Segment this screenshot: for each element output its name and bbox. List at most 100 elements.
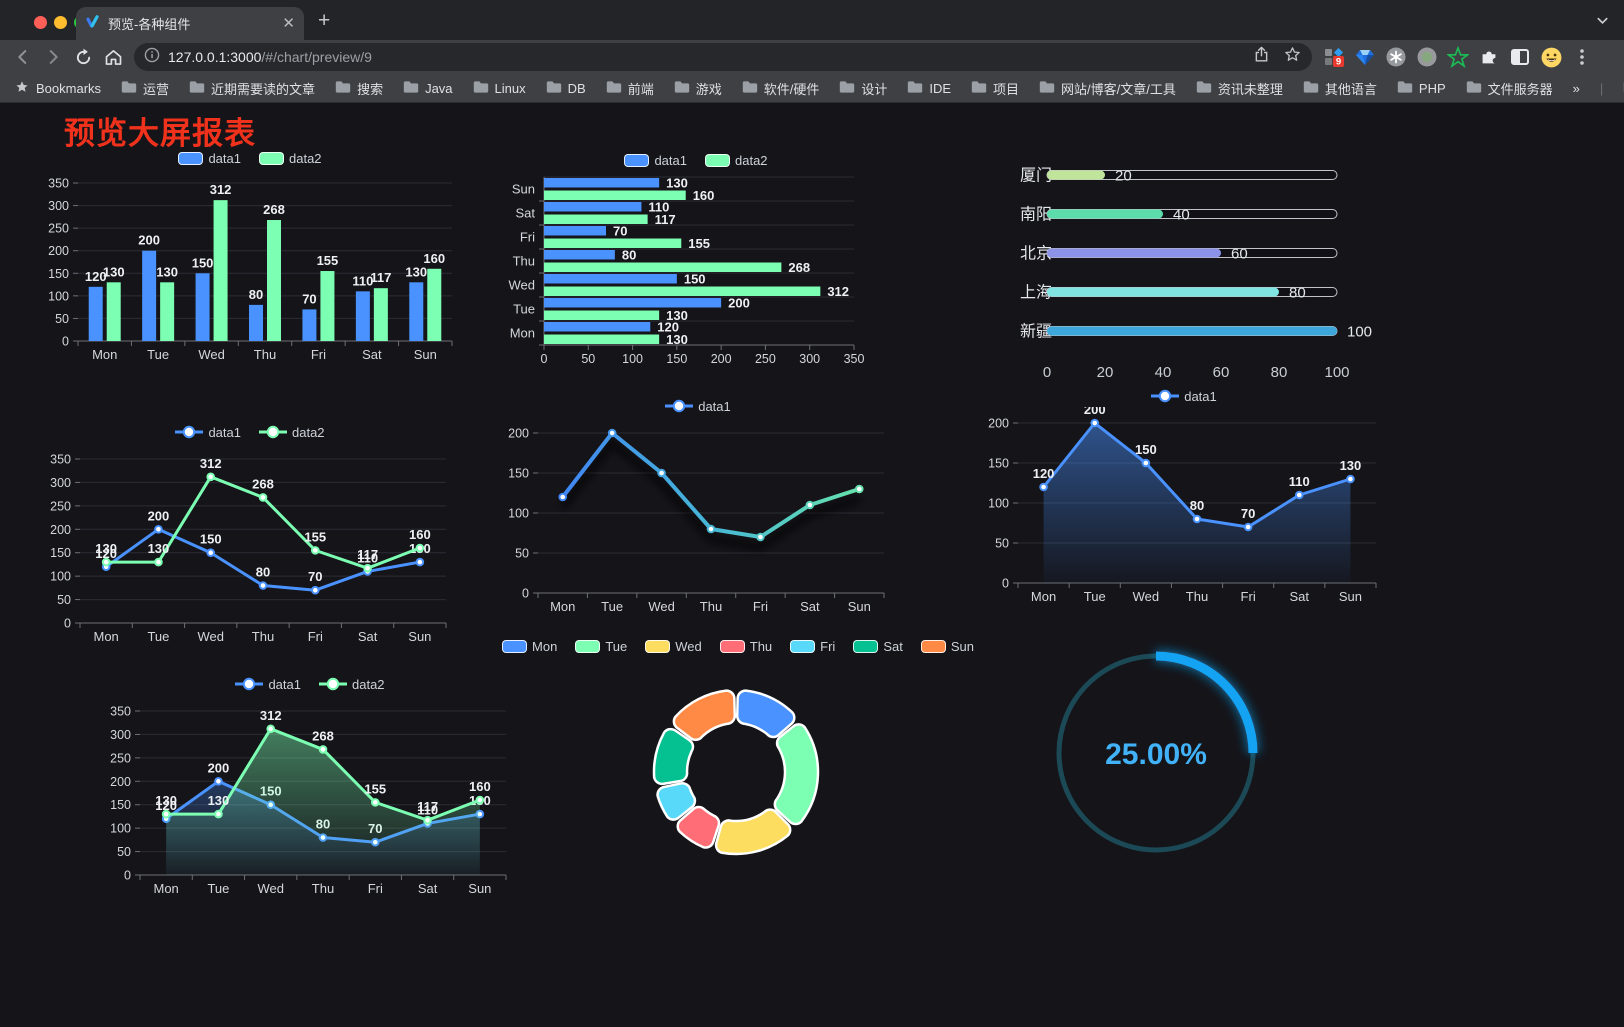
svg-text:Wed: Wed <box>509 278 536 293</box>
legend-item[interactable]: Sun <box>920 639 974 654</box>
bookmarks-overflow-chevron[interactable]: » <box>1572 80 1580 96</box>
svg-text:120: 120 <box>95 546 117 561</box>
legend-item[interactable]: Wed <box>645 639 702 654</box>
back-button[interactable] <box>8 43 38 71</box>
legend-item[interactable]: Sat <box>853 639 903 654</box>
svg-text:Thu: Thu <box>1186 589 1208 604</box>
legend-line-marker <box>259 425 287 439</box>
svg-text:120: 120 <box>657 319 679 334</box>
minimize-window-button[interactable] <box>54 16 67 29</box>
tab-search-chevron-icon[interactable] <box>1595 13 1610 33</box>
bookmark-folder[interactable]: 项目 <box>971 79 1019 98</box>
folder-icon <box>473 80 489 97</box>
reload-button[interactable] <box>68 43 98 71</box>
line-two-series-svg: 0 50 100 150 200 250 300 350 Mon Tue Wed Thu Fri Sat S… <box>50 453 447 644</box>
legend-item[interactable]: data2 <box>319 677 385 692</box>
ext-command-circle-icon[interactable] <box>1384 45 1408 69</box>
svg-text:Mon: Mon <box>1031 589 1056 604</box>
bookmark-folder[interactable]: Linux <box>473 79 526 98</box>
bookmark-folder[interactable]: 运营 <box>121 79 169 98</box>
bookmark-folder[interactable]: 网站/博客/文章/工具 <box>1039 79 1176 98</box>
folder-icon <box>907 80 923 97</box>
bookmark-folder[interactable]: 游戏 <box>674 79 722 98</box>
svg-text:Sun: Sun <box>408 629 431 644</box>
bookmark-folder[interactable]: 软件/硬件 <box>742 79 819 98</box>
chart-donut-pie: Mon Tue Wed Thu Fri Sat Sun <box>502 635 974 885</box>
page-info-icon[interactable] <box>144 47 160 68</box>
svg-text:200: 200 <box>508 427 529 441</box>
svg-text:40: 40 <box>1173 207 1190 224</box>
svg-text:150: 150 <box>508 467 529 481</box>
legend-item[interactable]: Mon <box>502 639 557 654</box>
legend-item[interactable]: Fri <box>790 639 835 654</box>
line-gradient-shadow-svg: 0 50 100 150 200 Mon Tue Wed Thu Fri Sat Sun <box>508 427 885 614</box>
svg-text:150: 150 <box>200 532 222 547</box>
url-bar[interactable]: 127.0.0.1:3000/#/chart/preview/9 <box>134 43 1312 71</box>
legend-item[interactable]: data1 <box>1151 389 1217 404</box>
svg-text:Tue: Tue <box>147 347 169 362</box>
legend-label: Tue <box>605 638 628 654</box>
new-tab-button[interactable]: + <box>318 9 331 32</box>
legend-item[interactable]: data2 <box>705 153 768 168</box>
bookmarks-manager[interactable]: Bookmarks <box>14 79 101 98</box>
svg-text:Fri: Fri <box>520 230 535 245</box>
legend-item[interactable]: data1 <box>235 677 301 692</box>
svg-text:50: 50 <box>117 845 131 859</box>
ext-green-star-icon[interactable] <box>1446 45 1470 69</box>
svg-text:250: 250 <box>110 751 131 765</box>
svg-text:120: 120 <box>155 798 177 813</box>
bookmark-folder[interactable]: 其他语言 <box>1303 79 1377 98</box>
bookmark-folder[interactable]: 设计 <box>839 79 887 98</box>
bookmark-folder[interactable]: DB <box>546 79 586 98</box>
ext-emoji-icon[interactable] <box>1539 45 1563 69</box>
ext-grid-diamond-icon[interactable]: 9 <box>1322 45 1346 69</box>
legend-item[interactable]: data1 <box>175 425 241 440</box>
svg-text:70: 70 <box>613 223 627 238</box>
chart-progress-ring: 25.00% <box>1039 631 1274 879</box>
svg-text:Sun: Sun <box>512 182 535 197</box>
ext-puzzle-icon[interactable] <box>1477 45 1501 69</box>
ext-sidepanel-icon[interactable] <box>1508 45 1532 69</box>
ext-record-circle-icon[interactable] <box>1415 45 1439 69</box>
svg-text:130: 130 <box>95 541 117 556</box>
progress-bar-list-svg: 厦门 20 南阳 40 北京 60 上海 80 新疆 100 0 20 40 60 80 100 <box>1020 167 1372 382</box>
svg-text:350: 350 <box>48 177 69 191</box>
share-icon[interactable] <box>1252 45 1271 69</box>
svg-text:Sun: Sun <box>1339 589 1362 604</box>
legend-item[interactable]: data1 <box>665 399 731 414</box>
legend-item[interactable]: Tue <box>575 639 627 654</box>
forward-button[interactable] <box>38 43 68 71</box>
svg-text:Fri: Fri <box>368 881 383 896</box>
svg-text:300: 300 <box>50 476 71 490</box>
home-button[interactable] <box>98 43 128 71</box>
bookmark-folder[interactable]: Java <box>403 79 453 98</box>
bookmark-star-icon[interactable] <box>1283 45 1302 69</box>
bookmark-folder[interactable]: 文件服务器 <box>1466 79 1553 98</box>
svg-text:130: 130 <box>148 541 170 556</box>
svg-text:100: 100 <box>508 507 529 521</box>
folder-icon <box>839 80 855 97</box>
legend-item[interactable]: data2 <box>259 151 322 166</box>
legend-swatch <box>719 639 745 653</box>
bookmark-folder[interactable]: 资讯未整理 <box>1196 79 1283 98</box>
folder-icon <box>403 80 419 97</box>
legend-item[interactable]: data1 <box>178 151 241 166</box>
bookmark-folder[interactable]: 近期需要读的文章 <box>189 79 315 98</box>
legend-item[interactable]: data2 <box>259 425 325 440</box>
svg-text:150: 150 <box>684 271 706 286</box>
ext-gem-icon[interactable] <box>1353 45 1377 69</box>
svg-text:0: 0 <box>62 335 69 349</box>
tab-close-icon[interactable]: ✕ <box>282 15 295 32</box>
svg-text:110: 110 <box>357 550 378 565</box>
legend-item[interactable]: data1 <box>624 153 687 168</box>
close-window-button[interactable] <box>34 16 47 29</box>
browser-menu-icon[interactable] <box>1570 45 1594 69</box>
browser-tab[interactable]: 预览-各种组件 ✕ <box>76 7 304 40</box>
bookmark-folder[interactable]: 搜索 <box>335 79 383 98</box>
bookmark-folder[interactable]: PHP <box>1397 79 1446 98</box>
bookmark-folder[interactable]: IDE <box>907 79 951 98</box>
legend-item[interactable]: Thu <box>719 639 772 654</box>
bookmark-folder[interactable]: 前端 <box>606 79 654 98</box>
chart-bar-grouped-vertical: data1 data2 0 50 100 150 200 250 300 350 Mon Tue Wed… <box>40 147 460 367</box>
